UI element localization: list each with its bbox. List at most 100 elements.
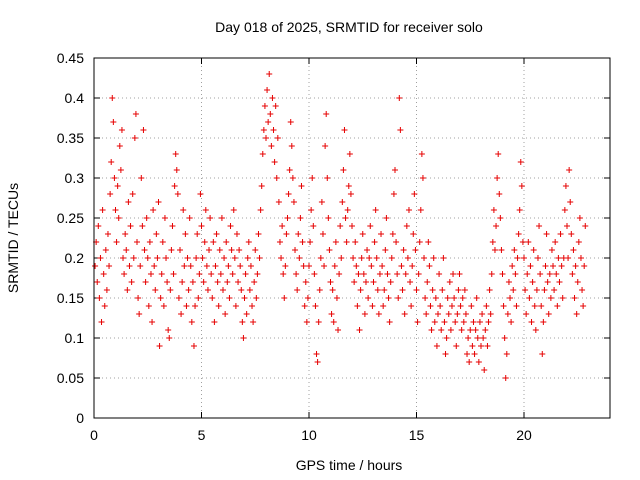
data-point <box>388 255 395 261</box>
data-point <box>232 303 239 309</box>
data-point <box>464 351 471 357</box>
data-point <box>452 319 459 325</box>
data-point <box>313 351 320 357</box>
data-point <box>145 303 152 309</box>
data-point <box>163 255 170 261</box>
data-point <box>279 223 286 229</box>
data-point <box>283 231 290 237</box>
data-point <box>392 167 398 173</box>
axis-ticks: 0 0.05 0.1 0.15 0.2 0.25 0.3 0.35 0.4 0.45 0 5 10 15 2… <box>57 50 610 443</box>
data-point <box>218 215 225 221</box>
data-point <box>532 327 539 333</box>
data-point <box>106 263 113 269</box>
data-point <box>311 271 318 277</box>
data-point <box>213 231 220 237</box>
y-tick-label: 0.15 <box>57 290 84 306</box>
data-point <box>524 271 531 277</box>
data-point <box>254 271 261 277</box>
data-point <box>244 255 251 261</box>
data-point <box>178 311 185 317</box>
data-point <box>515 231 522 237</box>
data-point <box>369 303 376 309</box>
data-point <box>289 175 296 181</box>
data-point <box>415 271 422 277</box>
data-point <box>121 271 128 277</box>
data-point <box>483 303 490 309</box>
data-point <box>401 311 408 317</box>
data-point <box>516 207 523 213</box>
data-point <box>95 223 102 229</box>
data-point <box>411 191 418 197</box>
data-point <box>209 295 216 301</box>
data-point <box>122 231 129 237</box>
data-point <box>193 255 200 261</box>
data-point <box>137 263 144 269</box>
data-point <box>432 295 439 301</box>
data-point <box>343 239 350 245</box>
data-point <box>235 279 242 285</box>
data-point <box>509 263 516 269</box>
data-point <box>125 199 132 205</box>
data-point <box>508 319 515 325</box>
data-point <box>170 271 177 277</box>
data-point <box>487 311 494 317</box>
data-point <box>330 319 337 325</box>
data-point <box>470 319 477 325</box>
data-point <box>418 151 425 157</box>
data-point <box>272 103 279 109</box>
data-point <box>247 263 254 269</box>
data-point <box>336 271 343 277</box>
y-tick-label: 0.25 <box>57 210 84 226</box>
data-point <box>217 271 224 277</box>
data-point <box>302 279 309 285</box>
data-point <box>299 239 306 245</box>
x-axis-label: GPS time / hours <box>296 457 403 473</box>
data-point <box>475 359 482 365</box>
data-point <box>134 239 140 245</box>
data-point <box>117 167 124 173</box>
y-axis-label: SRMTID / TECUs <box>5 183 21 293</box>
data-point <box>233 231 240 237</box>
grid-lines <box>94 58 610 418</box>
data-point <box>534 255 541 261</box>
data-point <box>353 263 360 269</box>
data-point <box>541 287 548 293</box>
data-point <box>301 303 308 309</box>
data-point <box>159 239 166 245</box>
data-point <box>166 335 173 341</box>
data-point <box>582 223 589 229</box>
data-point <box>274 135 281 141</box>
data-point <box>328 311 335 317</box>
data-point <box>179 279 186 285</box>
data-point <box>480 335 487 341</box>
data-point <box>269 95 276 101</box>
data-point <box>318 199 325 205</box>
data-point <box>238 287 245 293</box>
data-point <box>206 247 213 253</box>
data-point <box>250 319 257 325</box>
data-point <box>118 127 125 133</box>
data-point <box>522 287 529 293</box>
data-point <box>216 247 223 253</box>
data-point <box>329 287 336 293</box>
data-point <box>403 223 410 229</box>
data-point <box>210 239 217 245</box>
data-point <box>215 303 222 309</box>
data-point <box>399 287 406 293</box>
x-tick-label: 0 <box>90 427 98 443</box>
data-point <box>347 191 354 197</box>
data-point <box>168 247 175 253</box>
data-point <box>203 263 210 269</box>
data-point <box>123 247 130 253</box>
data-point <box>557 231 564 237</box>
data-point <box>379 263 386 269</box>
data-point <box>458 327 465 333</box>
data-point <box>298 183 305 189</box>
data-point <box>164 279 171 285</box>
data-point <box>275 199 282 205</box>
data-point <box>172 151 179 157</box>
data-point <box>455 287 462 293</box>
data-point <box>386 319 393 325</box>
data-point <box>98 319 105 325</box>
data-point <box>181 263 188 269</box>
